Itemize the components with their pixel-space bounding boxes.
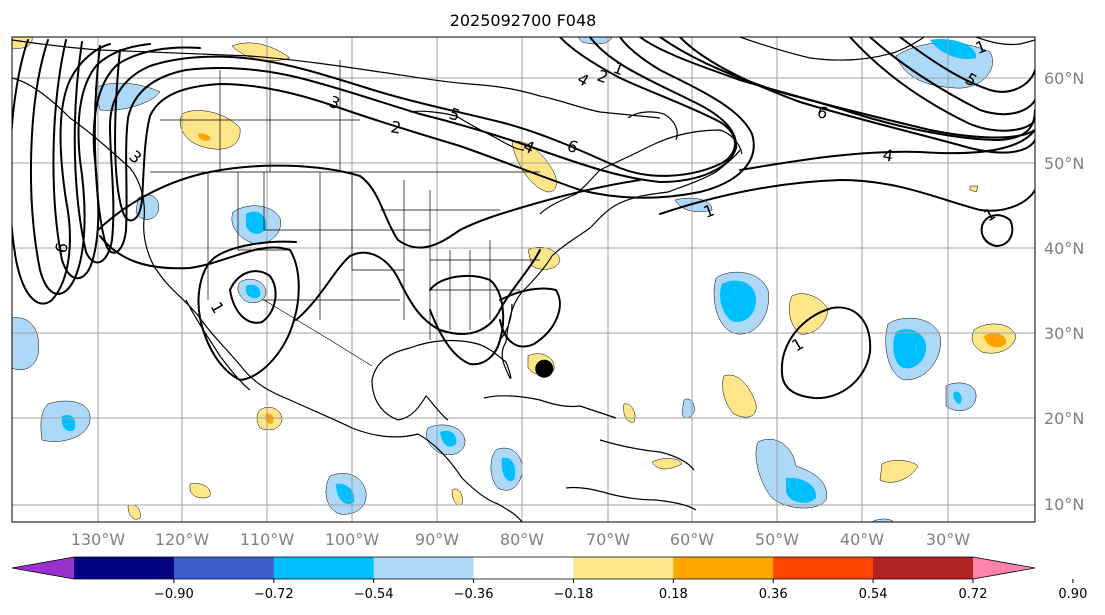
positive-anomaly-shading bbox=[12, 37, 1017, 520]
colorbar-extend-high bbox=[973, 557, 1035, 579]
colorbar-swatch bbox=[373, 557, 475, 579]
colorbar-extend-low bbox=[12, 557, 74, 579]
lon-label: 120°W bbox=[155, 530, 210, 549]
colorbar-tick-label: 0.18 bbox=[659, 587, 688, 602]
colorbar-tick-label: −0.36 bbox=[454, 587, 494, 602]
graticule bbox=[12, 37, 1035, 522]
lon-label: 60°W bbox=[670, 530, 714, 549]
contour-label: 2 bbox=[389, 117, 402, 137]
colorbar-swatch bbox=[473, 557, 574, 579]
colorbar-tick-label: −0.72 bbox=[254, 587, 294, 602]
colorbar-outline bbox=[11, 556, 1036, 580]
colorbar-swatch bbox=[573, 557, 674, 579]
colorbar: −0.90 −0.72 −0.54 −0.36 −0.18 0.18 0.36 0.54 0.7… bbox=[11, 556, 1087, 602]
colorbar-swatch bbox=[273, 557, 375, 579]
lat-label: 10°N bbox=[1044, 495, 1084, 514]
lon-label: 50°W bbox=[755, 530, 799, 549]
longitude-labels: 130°W 120°W 110°W 100°W 90°W 80°W 70°W 6… bbox=[71, 530, 970, 549]
colorbar-tick-label: −0.90 bbox=[154, 587, 194, 602]
lon-label: 80°W bbox=[500, 530, 544, 549]
colorbar-swatch bbox=[74, 557, 175, 579]
colorbar-tick-label: 0.36 bbox=[759, 587, 788, 602]
colorbar-tick-label: 0.72 bbox=[959, 587, 988, 602]
colorbar-swatch bbox=[873, 557, 974, 579]
colorbar-tick-label: 0.54 bbox=[859, 587, 888, 602]
coastlines bbox=[12, 37, 1035, 522]
colorbar-swatch bbox=[673, 557, 774, 579]
lat-label: 20°N bbox=[1044, 409, 1084, 428]
lat-label: 60°N bbox=[1044, 69, 1084, 88]
colorbar-tick-label: −0.18 bbox=[554, 587, 594, 602]
contour-label: 6 bbox=[51, 241, 72, 255]
lon-label: 70°W bbox=[586, 530, 630, 549]
colorbar-tick-label: −0.54 bbox=[354, 587, 394, 602]
latitude-labels: 60°N 50°N 40°N 30°N 20°N 10°N bbox=[1044, 69, 1084, 514]
height-contours bbox=[12, 37, 1035, 400]
colorbar-swatch bbox=[773, 557, 874, 579]
map-frame bbox=[11, 36, 1036, 523]
lon-label: 130°W bbox=[71, 530, 126, 549]
negative-anomaly-shading bbox=[12, 37, 993, 522]
lat-label: 50°N bbox=[1044, 154, 1084, 173]
lon-label: 110°W bbox=[240, 530, 295, 549]
lat-label: 30°N bbox=[1044, 324, 1084, 343]
lon-label: 30°W bbox=[926, 530, 970, 549]
map-area: 6 3 3 2 5 4 6 2 1 4 1 6 4 1 1 1 1 5 bbox=[12, 37, 1035, 522]
colorbar-tick-label: 0.90 bbox=[1058, 587, 1087, 602]
storm-center-marker bbox=[535, 359, 554, 378]
lon-label: 90°W bbox=[415, 530, 459, 549]
lon-label: 40°W bbox=[840, 530, 884, 549]
lat-label: 40°N bbox=[1044, 239, 1084, 258]
lon-label: 100°W bbox=[325, 530, 380, 549]
colorbar-swatch bbox=[173, 557, 275, 579]
chart-title: 2025092700 F048 bbox=[450, 11, 597, 30]
contour-label: 4 bbox=[881, 145, 894, 165]
